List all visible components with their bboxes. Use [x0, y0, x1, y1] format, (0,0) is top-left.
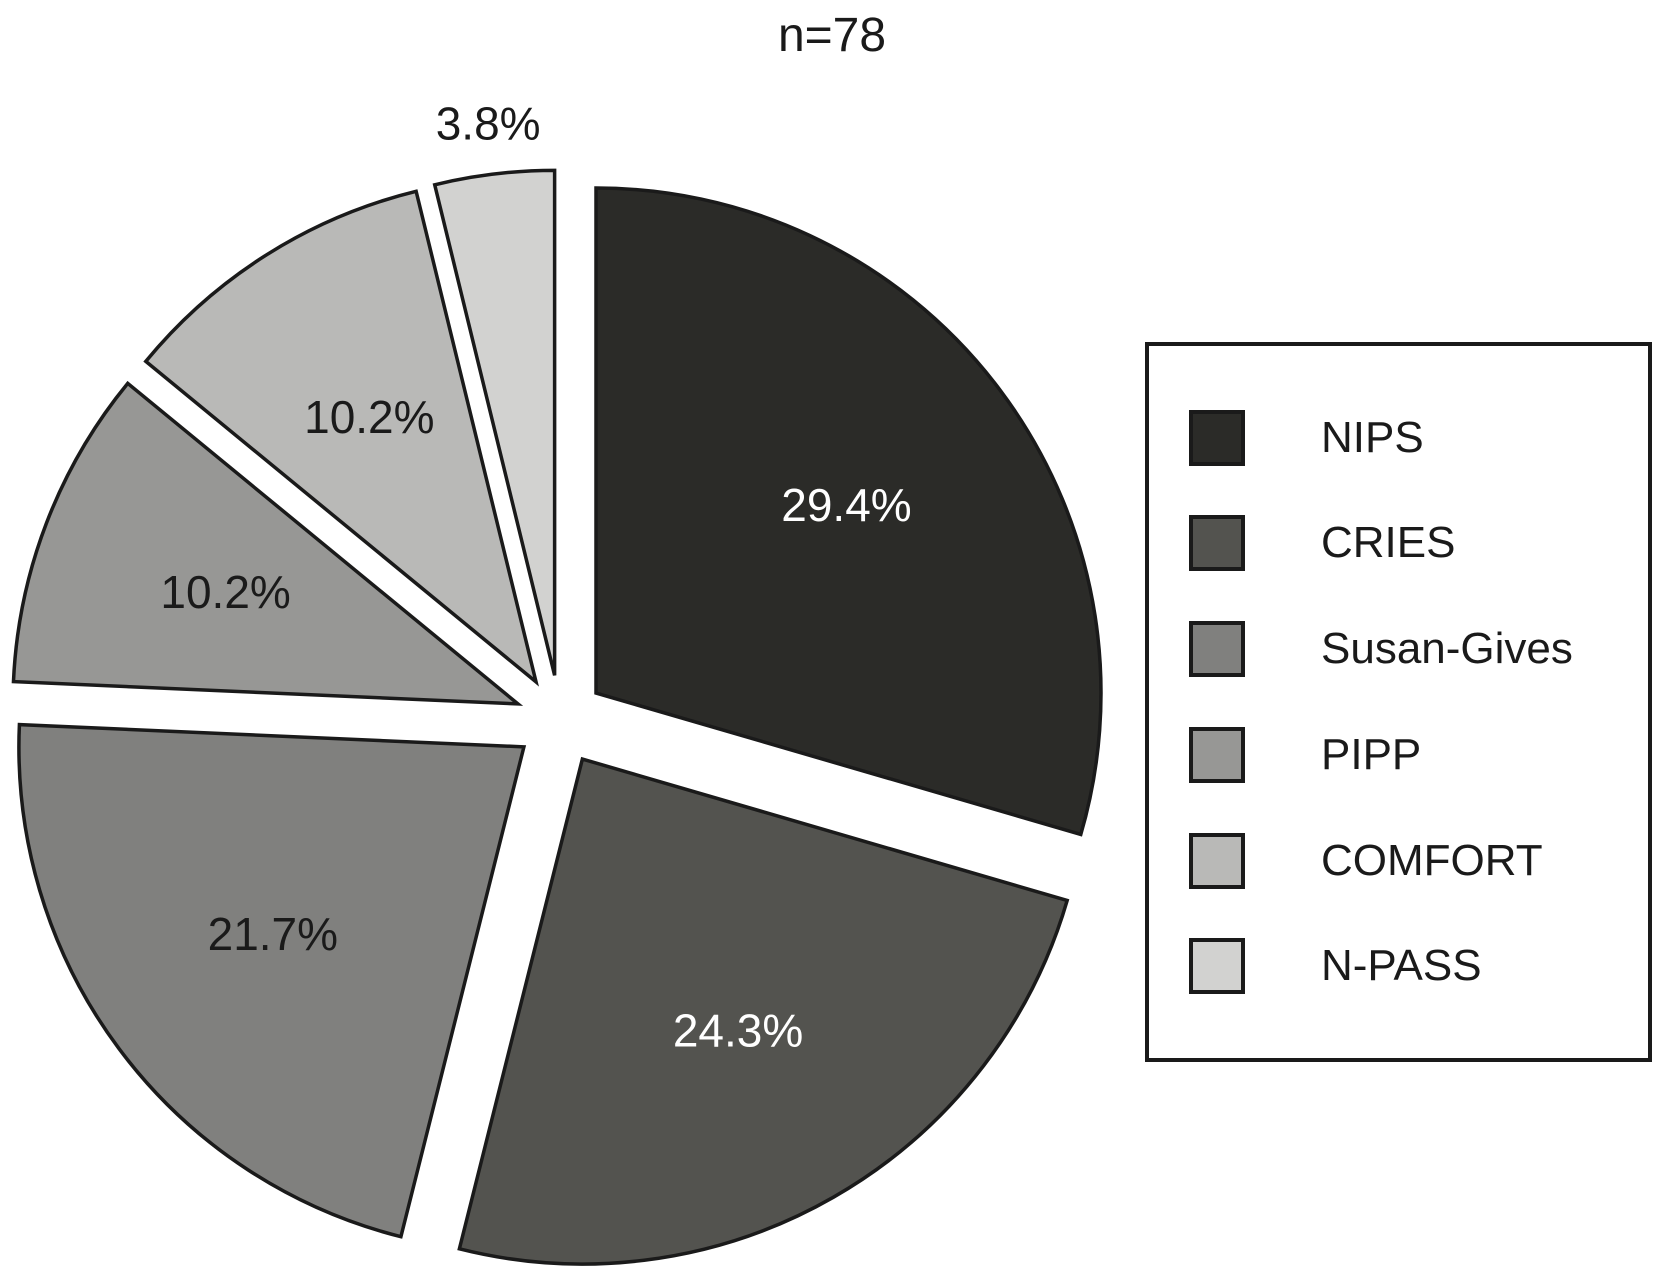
legend-swatch-cries: [1189, 515, 1245, 572]
legend-item-pipp: PIPP: [1189, 726, 1648, 783]
legend-label-cries: CRIES: [1321, 518, 1456, 568]
pie-slice-n-pass: [432, 168, 557, 676]
pie-slice-comfort: [143, 189, 539, 687]
slice-label-comfort: 10.2%: [304, 391, 434, 443]
legend-item-n-pass: N-PASS: [1189, 938, 1648, 995]
slice-label-cries: 24.3%: [673, 1005, 803, 1057]
legend-swatch-n-pass: [1189, 938, 1245, 995]
legend-label-pipp: PIPP: [1321, 729, 1422, 779]
legend-swatch-susan-gives: [1189, 621, 1245, 678]
chart-title: n=78: [777, 9, 887, 62]
slice-label-susan-gives: 21.7%: [208, 908, 338, 960]
legend-item-cries: CRIES: [1189, 515, 1648, 572]
legend-label-n-pass: N-PASS: [1321, 941, 1482, 991]
slice-label-n-pass: 3.8%: [436, 97, 541, 149]
slice-label-pipp: 10.2%: [160, 566, 290, 618]
pie-slice-cries: [457, 756, 1070, 1266]
legend-label-susan-gives: Susan-Gives: [1321, 624, 1573, 674]
legend-swatch-comfort: [1189, 832, 1245, 889]
legend-label-comfort: COMFORT: [1321, 835, 1543, 885]
legend-swatch-pipp: [1189, 726, 1245, 783]
pie-slice-nips: [594, 186, 1103, 837]
slice-label-nips: 29.4%: [781, 479, 911, 531]
legend-item-nips: NIPS: [1189, 409, 1648, 466]
legend-swatch-nips: [1189, 409, 1245, 466]
legend-item-comfort: COMFORT: [1189, 832, 1648, 889]
legend-item-susan-gives: Susan-Gives: [1189, 621, 1648, 678]
pie-slice-susan-gives: [17, 722, 527, 1239]
legend-label-nips: NIPS: [1321, 412, 1424, 462]
chart-legend: NIPS CRIES Susan-Gives PIPP COMFORT N-PASS: [1145, 342, 1652, 1062]
pie-slice-pipp: [11, 380, 524, 706]
